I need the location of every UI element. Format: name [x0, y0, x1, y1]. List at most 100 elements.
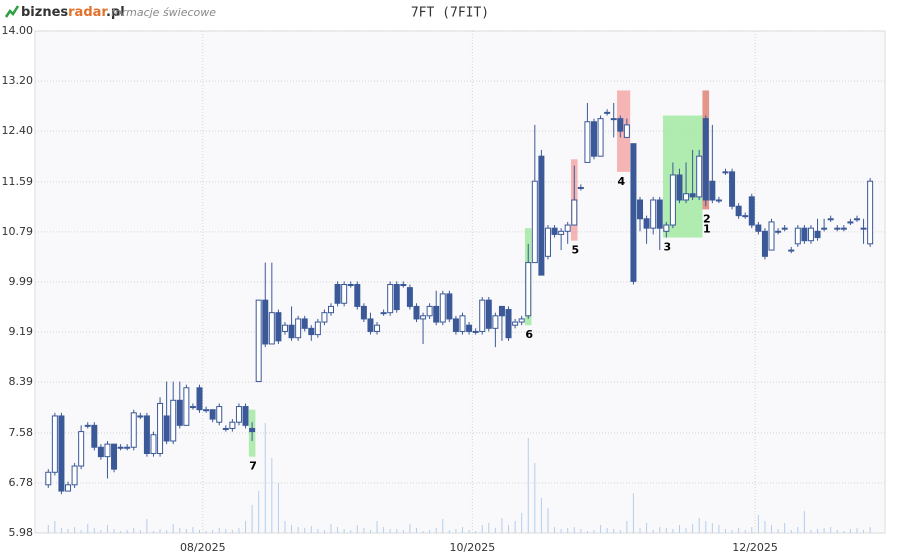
candle-body	[150, 434, 157, 455]
volume-bar	[166, 530, 168, 533]
volume-bar	[87, 524, 89, 533]
volume-bar	[120, 531, 122, 533]
volume-bar	[718, 525, 720, 533]
candle-body	[111, 443, 118, 470]
volume-bar	[580, 529, 582, 533]
candle-body	[360, 305, 367, 320]
candle-body	[104, 443, 111, 458]
volume-bar	[409, 524, 411, 533]
candle-body	[262, 299, 269, 345]
candle-body	[295, 318, 302, 339]
volume-bar	[672, 529, 674, 533]
candle-body	[203, 409, 210, 412]
candle-body	[452, 318, 459, 332]
volume-bar	[705, 521, 707, 533]
volume-bar	[363, 528, 365, 533]
candle-body	[538, 155, 545, 276]
candle-body	[807, 227, 814, 242]
volume-bar	[199, 530, 201, 533]
volume-bar	[593, 530, 595, 533]
volume-bar	[468, 530, 470, 533]
volume-bar	[869, 527, 871, 533]
candle-body	[420, 315, 427, 320]
candle-body	[216, 406, 223, 423]
candle-body	[630, 143, 637, 282]
volume-bar	[317, 529, 319, 533]
candle-body	[827, 218, 834, 221]
candle-body	[189, 406, 196, 409]
volume-bar	[100, 530, 102, 533]
volume-bar	[632, 493, 634, 533]
x-tick-label: 08/2025	[180, 541, 226, 554]
volume-bar	[554, 527, 556, 533]
volume-bar	[350, 530, 352, 533]
candle-body	[840, 227, 847, 230]
volume-bar	[567, 528, 569, 533]
candle-body	[472, 330, 479, 333]
volume-bar	[573, 527, 575, 533]
volume-bar	[67, 529, 69, 533]
volume-bar	[810, 530, 812, 533]
candle-body	[518, 318, 525, 323]
candle-body	[380, 312, 387, 315]
volume-bar	[494, 528, 496, 533]
candle-body	[367, 318, 374, 332]
y-tick-label: 10.79	[2, 225, 34, 238]
volume-bar	[383, 527, 385, 533]
logo-icon	[4, 5, 20, 18]
y-tick-label: 8.39	[9, 375, 34, 388]
candle-body	[775, 230, 782, 233]
volume-bar	[836, 530, 838, 533]
candle-body	[847, 221, 854, 224]
candle-body	[498, 305, 505, 317]
candle-body	[374, 324, 381, 332]
volume-bar	[534, 463, 536, 533]
candle-body	[334, 284, 341, 304]
candle-body	[235, 406, 242, 423]
volume-bar	[172, 524, 174, 533]
candle-body	[124, 446, 131, 449]
volume-bar	[376, 521, 378, 533]
candle-body	[433, 305, 440, 323]
candle-body	[117, 446, 124, 449]
volume-bar	[863, 530, 865, 533]
candle-body	[531, 180, 538, 264]
subtitle: formacje świecowe	[111, 6, 216, 19]
volume-bar	[291, 525, 293, 533]
volume-bar	[462, 527, 463, 533]
candle-body	[281, 324, 288, 332]
candle-body	[439, 293, 446, 323]
volume-bar	[692, 524, 694, 533]
volume-bar	[356, 525, 358, 533]
volume-bar	[343, 529, 345, 533]
candle-body	[400, 284, 407, 287]
candle-body	[623, 124, 630, 138]
volume-bar	[225, 529, 227, 533]
candle-body	[65, 484, 72, 492]
volume-bar	[297, 527, 299, 533]
candle-body	[163, 415, 170, 442]
candle-body	[479, 299, 486, 332]
volume-bar	[514, 521, 516, 533]
candle-body	[860, 227, 867, 230]
candle-body	[781, 227, 788, 230]
candle-body	[321, 312, 328, 323]
candle-body	[446, 293, 453, 320]
volume-bar	[823, 528, 825, 533]
candle-body	[637, 199, 644, 220]
candle-body	[794, 227, 801, 245]
logo-part: radar	[68, 5, 108, 20]
y-tick-label: 9.19	[9, 325, 34, 338]
volume-bar	[560, 529, 562, 533]
volume-bar	[488, 523, 490, 533]
volume-bar	[185, 529, 187, 533]
volume-bar	[310, 526, 312, 533]
volume-bar	[481, 525, 483, 533]
y-tick-label: 6.78	[9, 476, 34, 489]
volume-bar	[146, 519, 148, 533]
candle-body	[742, 215, 749, 218]
candle-body	[249, 427, 256, 433]
volume-bar	[501, 518, 503, 533]
candle-body	[393, 284, 400, 311]
